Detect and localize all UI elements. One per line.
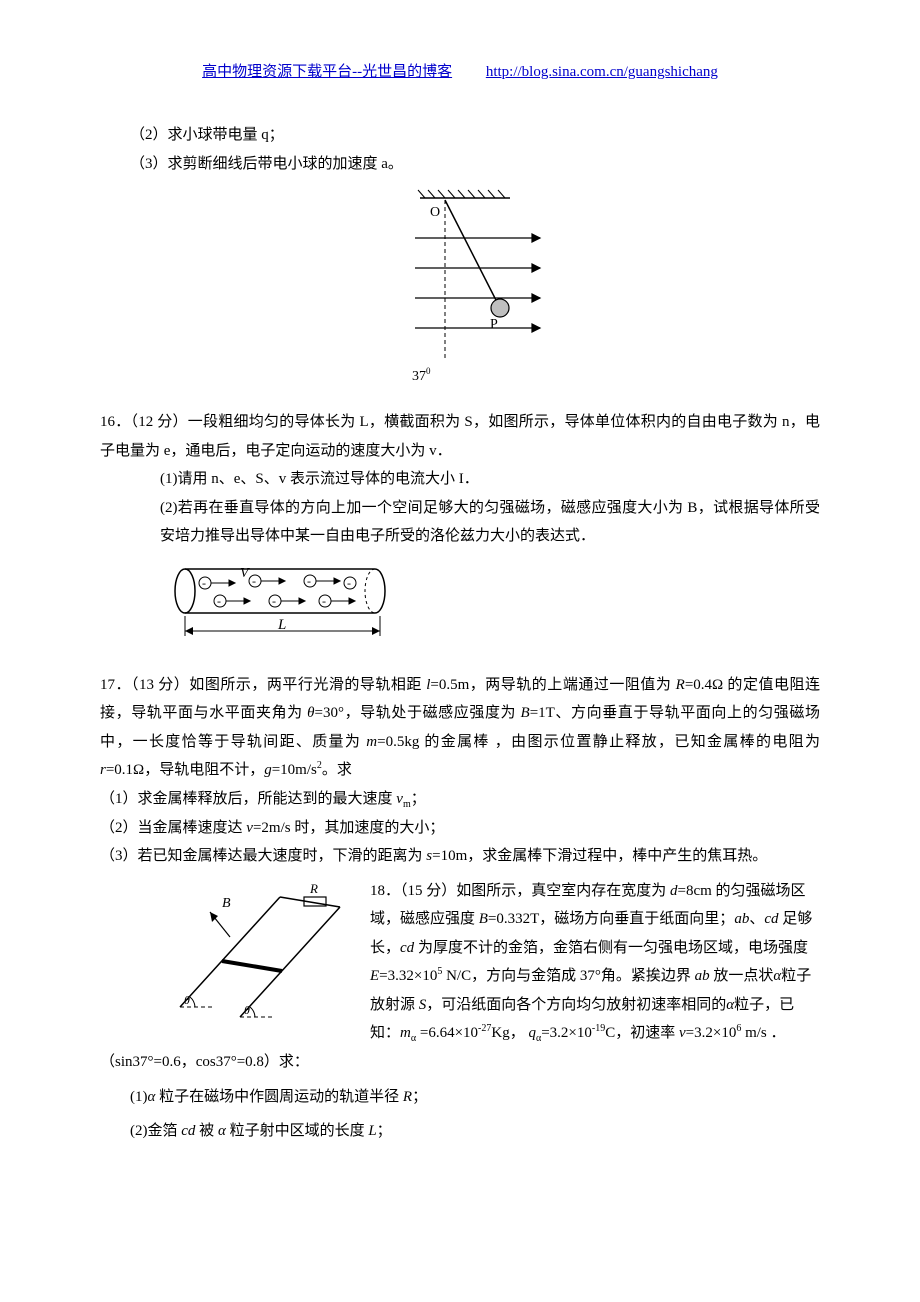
q17-part1: （1）求金属棒释放后，所能达到的最大速度 vm； bbox=[100, 785, 820, 814]
q16-part1: (1)请用 n、e、S、v 表示流过导体的电流大小 I． bbox=[100, 465, 820, 494]
document-page: 高中物理资源下载平台--光世昌的博客 http://blog.sina.com.… bbox=[0, 0, 920, 1226]
svg-text:-: - bbox=[252, 574, 256, 588]
svg-text:-: - bbox=[202, 576, 206, 590]
q15-figure: O P 370 bbox=[100, 188, 820, 388]
q17-part2: （2）当金属棒速度达 v=2m/s 时，其加速度的大小； bbox=[100, 814, 820, 843]
svg-text:-: - bbox=[347, 576, 351, 590]
q15-label-P: P bbox=[490, 317, 498, 332]
q16-head: 16．（12 分）一段粗细均匀的导体长为 L，横截面积为 S，如图所示，导体单位… bbox=[100, 408, 820, 465]
q17-figure-q18-lead: R B θ θ 18．（15 分）如图所示，真空室内存在宽度为 d=8cm 的匀… bbox=[100, 877, 820, 1077]
q17-svg: R B θ θ bbox=[160, 877, 360, 1027]
q15-svg: O P 370 bbox=[360, 188, 560, 388]
svg-text:-: - bbox=[272, 594, 276, 608]
svg-text:-: - bbox=[217, 594, 221, 608]
q16-svg: - - - - - - - V bbox=[160, 561, 410, 651]
q15-part2: （2）求小球带电量 q； bbox=[100, 121, 820, 150]
q17-head: 17．（13 分）如图所示，两平行光滑的导轨相距 l=0.5m，两导轨的上端通过… bbox=[100, 671, 820, 785]
svg-text:-: - bbox=[322, 594, 326, 608]
q15-part3: （3）求剪断细线后带电小球的加速度 a。 bbox=[100, 150, 820, 179]
q15-label-O: O bbox=[430, 205, 440, 220]
q17-part3: （3）若已知金属棒达最大速度时，下滑的距离为 s=10m，求金属棒下滑过程中，棒… bbox=[100, 842, 820, 871]
header-url-link[interactable]: http://blog.sina.com.cn/guangshichang bbox=[486, 64, 718, 80]
q17-label-R: R bbox=[309, 881, 318, 896]
header-blog-link[interactable]: 高中物理资源下载平台--光世昌的博客 bbox=[202, 64, 452, 80]
q18-part2: (2)金箔 cd 被 α 粒子射中区域的长度 L； bbox=[100, 1117, 820, 1146]
page-header: 高中物理资源下载平台--光世昌的博客 http://blog.sina.com.… bbox=[100, 60, 820, 81]
q18-part1: (1)α 粒子在磁场中作圆周运动的轨道半径 R； bbox=[100, 1083, 820, 1112]
q17-label-theta1: θ bbox=[184, 993, 190, 1007]
q16-part2: (2)若再在垂直导体的方向上加一个空间足够大的匀强磁场，磁感应强度大小为 B，试… bbox=[100, 494, 820, 551]
svg-text:-: - bbox=[307, 574, 311, 588]
q17-figure: R B θ θ bbox=[160, 877, 360, 1027]
q17-label-theta2: θ bbox=[244, 1003, 250, 1017]
q16-label-V: V bbox=[240, 566, 250, 581]
q17-label-B: B bbox=[222, 896, 231, 911]
q16-figure: - - - - - - - V bbox=[160, 561, 820, 651]
q15-angle-label: 370 bbox=[412, 366, 431, 384]
q16-label-L: L bbox=[277, 617, 286, 633]
